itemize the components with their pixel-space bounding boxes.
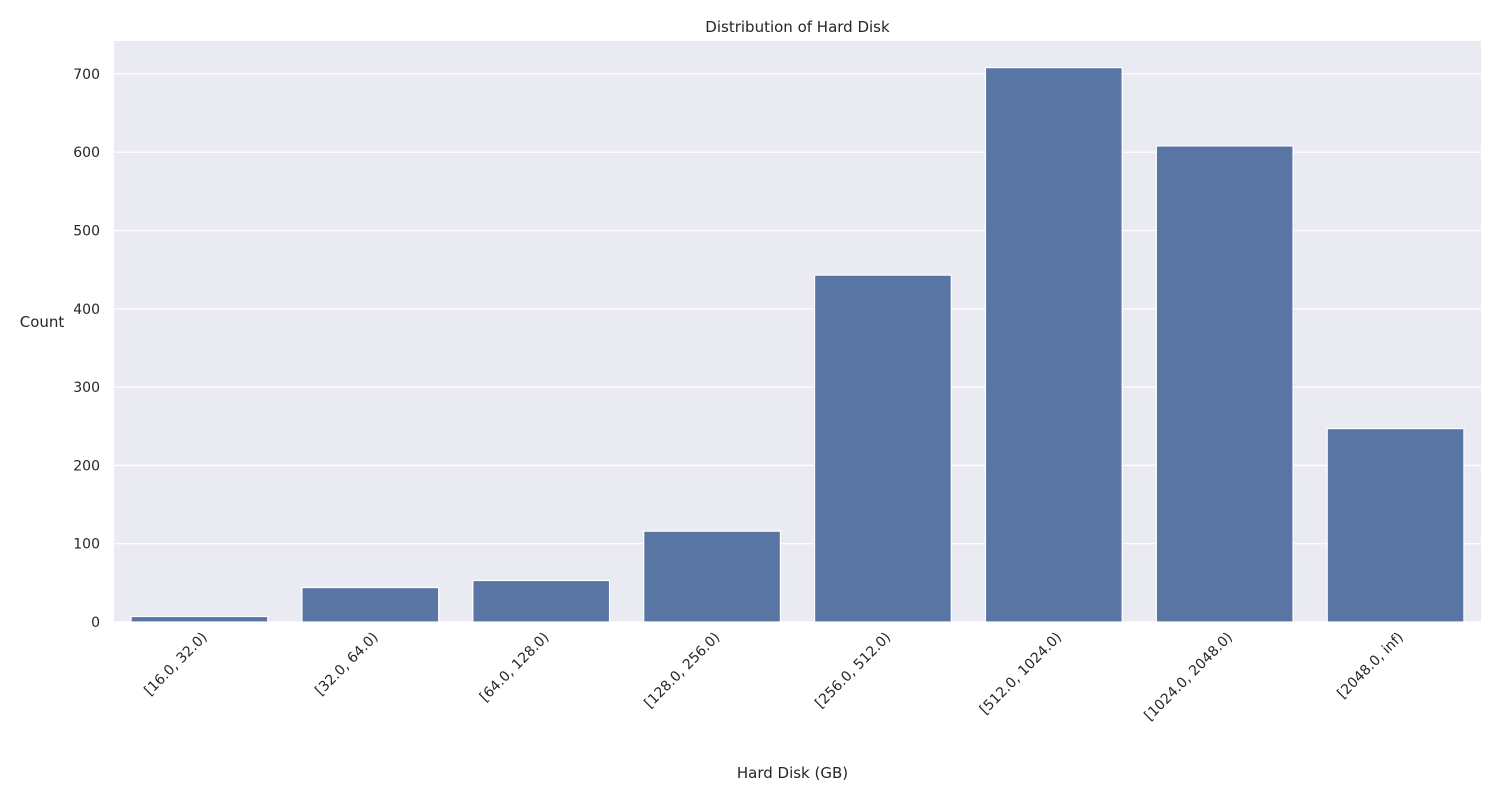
bar	[472, 579, 611, 623]
x-tick-label: [2048.0, inf)	[1334, 630, 1406, 702]
chart-title: Distribution of Hard Disk	[705, 18, 890, 36]
y-tick-label: 500	[73, 223, 100, 239]
y-tick-label: 700	[73, 67, 100, 83]
y-tick-label: 400	[73, 302, 100, 318]
bar	[1326, 427, 1465, 623]
x-tick-label: [32.0, 64.0)	[312, 630, 381, 699]
bars	[130, 67, 1465, 623]
x-tick-label: [512.0, 1024.0)	[977, 630, 1065, 718]
y-tick-label: 600	[73, 145, 100, 161]
bar	[643, 530, 782, 623]
bar	[130, 615, 269, 623]
y-axis-label: Count	[20, 313, 65, 331]
x-tick-label: [64.0, 128.0)	[477, 630, 553, 706]
bar	[984, 67, 1123, 623]
y-tick-label: 100	[73, 537, 100, 553]
y-tick-label: 300	[73, 380, 100, 396]
y-tick-label: 200	[73, 458, 100, 474]
y-tick-labels: 0 100 200 300 400 500 600 700	[73, 67, 100, 631]
x-tick-label: [1024.0, 2048.0)	[1141, 630, 1236, 725]
x-tick-label: [16.0, 32.0)	[141, 630, 210, 699]
x-axis-label: Hard Disk (GB)	[737, 764, 848, 782]
y-tick-label: 0	[91, 615, 100, 631]
x-tick-label: [256.0, 512.0)	[812, 630, 894, 712]
bar	[813, 274, 952, 623]
bar	[301, 586, 440, 623]
x-tick-labels: [16.0, 32.0) [32.0, 64.0) [64.0, 128.0) [12…	[141, 630, 1407, 725]
x-tick-label: [128.0, 256.0)	[641, 630, 723, 712]
bar	[1155, 145, 1294, 623]
